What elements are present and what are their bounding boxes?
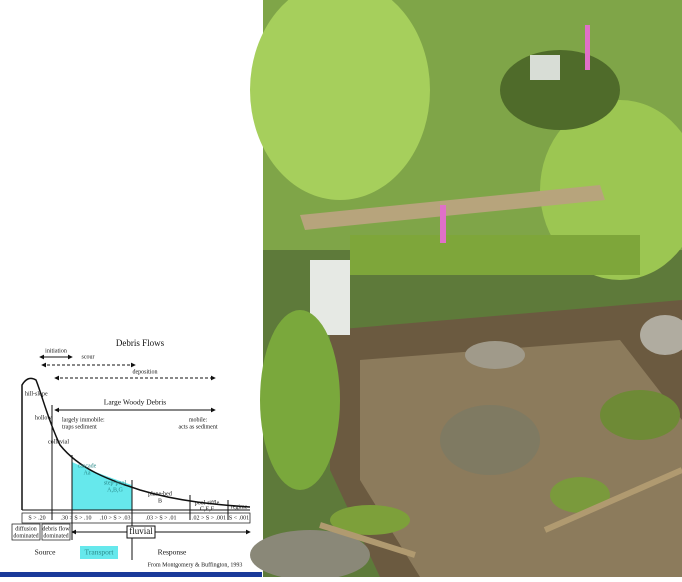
stream-photo (250, 0, 682, 577)
reach: pool-riffle (195, 499, 220, 506)
bottom-bar (0, 572, 262, 577)
label: Large Woody Debris (104, 398, 167, 407)
slope: S < .001 (229, 515, 249, 521)
reach: cascade (78, 463, 97, 469)
reach-code: A,B,G (107, 487, 123, 493)
process: dominated (43, 533, 68, 539)
label: traps sediment (62, 424, 97, 430)
reach: plane-bed (148, 491, 172, 497)
label: mobile: (189, 417, 208, 423)
label: largely immobile: (62, 417, 105, 423)
process: debris flow (42, 525, 70, 532)
slope: .02 > S > .001 (192, 515, 226, 521)
reach: colluvial (48, 439, 69, 445)
zone: Transport (85, 548, 115, 557)
slope: S > .20 (28, 515, 45, 521)
diagram-title: Debris Flows (116, 338, 165, 348)
reach-code: C,E,F (200, 506, 215, 512)
process: fluvial (129, 526, 153, 536)
zone: Response (158, 548, 187, 557)
process: diffusion (15, 525, 37, 532)
zone: Source (35, 548, 56, 557)
slope: .03 > S > .01 (145, 515, 176, 521)
zone-label: scour (82, 354, 95, 360)
reach: step-pool (104, 480, 127, 486)
zone-label: deposition (133, 369, 158, 375)
reach: regime (231, 504, 248, 510)
page: Debris Flows initiation scour deposition… (0, 0, 682, 577)
citation: From Montgomery & Buffington, 1993 (148, 561, 243, 568)
slope: .30 > S > .10 (60, 515, 91, 521)
zone-label: initiation (45, 348, 67, 354)
label: acts as sediment (179, 424, 218, 430)
process: dominated (13, 533, 38, 539)
slope: .10 > S > .03 (99, 515, 130, 521)
reach-code: B (158, 498, 162, 504)
slide: Debris Flows initiation scour deposition… (0, 0, 682, 577)
reach-code: Aa (84, 470, 91, 476)
diagram-labels: Debris Flows initiation scour deposition… (13, 338, 249, 568)
label: hill-slope (25, 391, 48, 397)
label: hollow (35, 415, 52, 421)
